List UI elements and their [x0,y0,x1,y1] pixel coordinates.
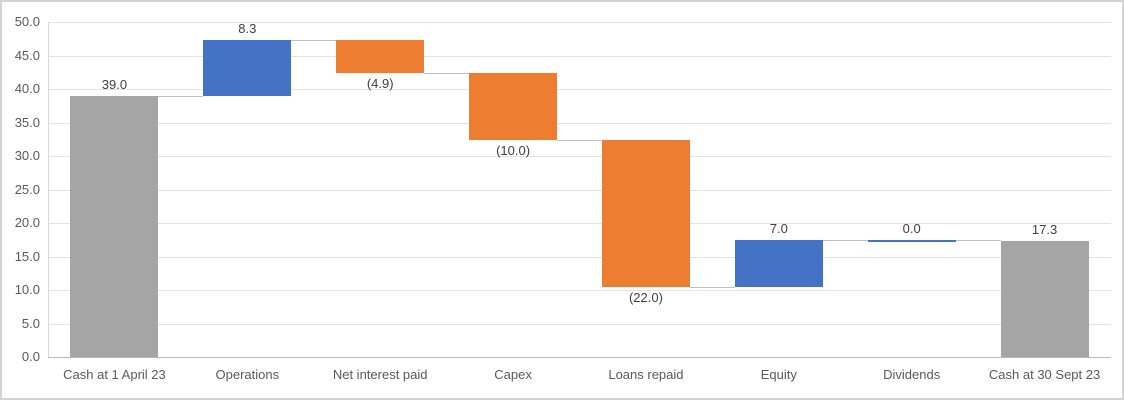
gridline [48,223,1111,224]
y-tick-label: 10.0 [14,282,40,297]
connector-line [689,287,735,289]
gridline [48,22,1111,23]
connector-line [424,72,470,74]
y-tick-label: 20.0 [14,215,40,230]
y-tick-label: 30.0 [14,148,40,163]
gridline [48,290,1111,291]
value-label: 17.3 [1031,222,1058,238]
waterfall-bar-cash-at-30-sept-23[interactable] [1000,241,1089,357]
waterfall-bar-equity[interactable] [734,240,823,288]
x-category-label: Cash at 1 April 23 [63,367,166,382]
y-tick-label: 0.0 [21,349,40,364]
x-category-label: Net interest paid [332,367,428,382]
waterfall-bar-cash-at-1-april-23[interactable] [70,95,159,357]
value-label: (22.0) [628,290,663,306]
waterfall-bar-net-interest-paid[interactable] [336,40,425,73]
waterfall-bar-operations[interactable] [203,40,292,96]
y-tick-label: 5.0 [21,315,40,331]
gridline [48,122,1111,124]
y-tick-label: 25.0 [14,181,40,197]
connector-line [557,139,602,141]
gridline [48,89,1111,90]
waterfall-bar-capex[interactable] [469,72,558,140]
connector-line [158,95,204,97]
x-category-label: Loans repaid [608,367,684,382]
connector-line [291,40,337,42]
value-label: 39.0 [101,76,128,92]
waterfall-bar-loans-repaid[interactable] [601,139,690,288]
waterfall-bar-dividends[interactable] [867,240,956,243]
value-label: 8.3 [238,21,257,37]
y-tick-label: 45.0 [14,47,40,63]
gridline [48,256,1111,258]
connector-line [955,240,1001,242]
x-category-label: Dividends [883,367,941,382]
x-axis-line [48,357,1111,358]
x-category-label: Cash at 30 Sept 23 [988,367,1101,382]
gridline [48,156,1111,157]
x-category-label: Capex [494,367,532,382]
x-category-label: Equity [760,367,797,382]
value-label: (4.9) [366,75,394,91]
gridline [48,55,1111,57]
y-axis-line [48,22,49,357]
value-label: (10.0) [496,142,531,158]
value-label: 0.0 [902,221,921,237]
gridline [48,189,1111,191]
gridline [48,323,1111,325]
x-category-label: Operations [215,367,280,382]
y-tick-label: 35.0 [14,114,40,130]
y-tick-label: 40.0 [14,81,40,96]
connector-line [822,240,868,242]
y-tick-label: 50.0 [14,14,40,29]
value-label: 7.0 [769,221,788,237]
y-tick-label: 15.0 [14,248,40,264]
